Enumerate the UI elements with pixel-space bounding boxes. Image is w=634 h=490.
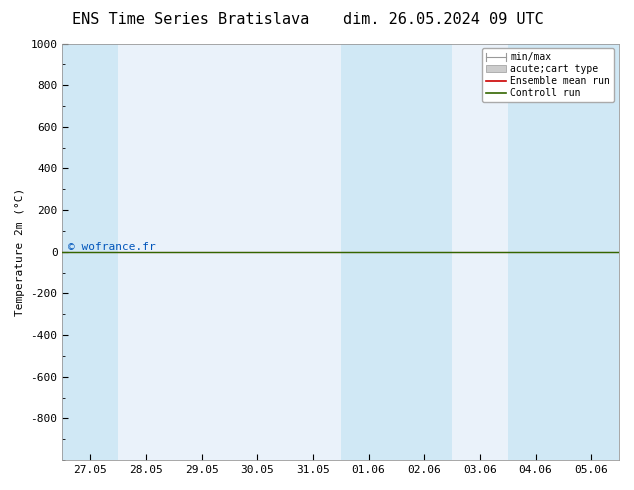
Y-axis label: Temperature 2m (°C): Temperature 2m (°C) xyxy=(15,188,25,316)
Bar xyxy=(340,44,396,460)
Legend: min/max, acute;cart type, Ensemble mean run, Controll run: min/max, acute;cart type, Ensemble mean … xyxy=(482,49,614,102)
Text: ENS Time Series Bratislava: ENS Time Series Bratislava xyxy=(72,12,309,27)
Bar xyxy=(396,44,452,460)
Bar xyxy=(62,44,118,460)
Text: © wofrance.fr: © wofrance.fr xyxy=(68,242,156,252)
Text: dim. 26.05.2024 09 UTC: dim. 26.05.2024 09 UTC xyxy=(344,12,544,27)
Bar xyxy=(508,44,564,460)
Bar xyxy=(564,44,619,460)
